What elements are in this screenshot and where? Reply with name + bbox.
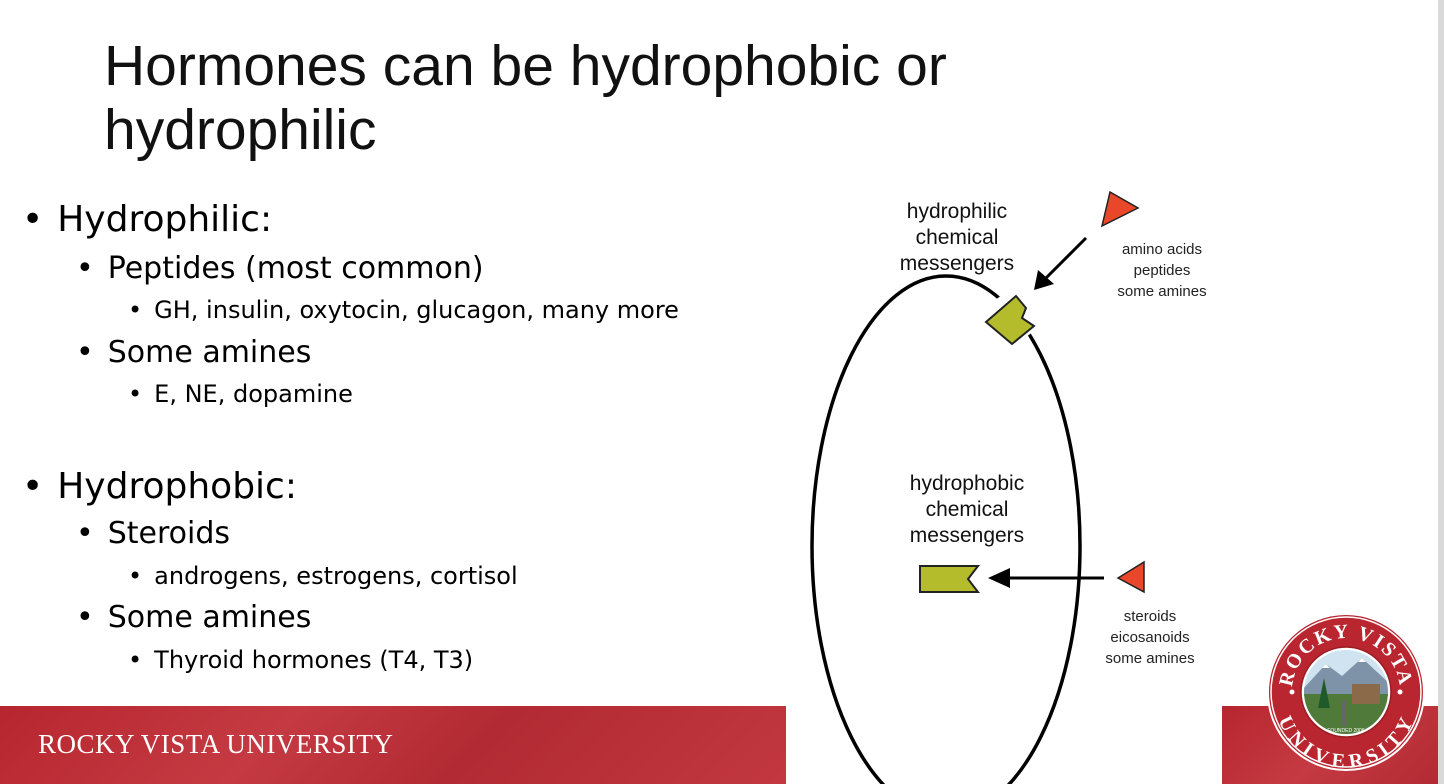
seal-founded-text: FOUNDED 2006 xyxy=(1327,728,1364,734)
university-seal-icon: ROCKY VISTA UNIVERSITY FOUNDED 2006 xyxy=(1267,613,1425,772)
hydrophilic-arrowhead-icon xyxy=(1034,270,1054,290)
cell-diagram: hydrophilic chemical messengers hydropho… xyxy=(810,190,1207,784)
footer-band xyxy=(0,706,786,784)
bullet-amine-examples-hydrophilic: • E, NE, dopamine xyxy=(128,380,353,408)
hydrophilic-label-line2: chemical xyxy=(916,226,999,249)
hydrophilic-label-line3: messengers xyxy=(900,252,1014,275)
hydrophobic-label-line1: hydrophobic xyxy=(910,472,1024,495)
slide-edge xyxy=(1438,0,1444,784)
bullet-peptides: • Peptides (most common) xyxy=(76,251,484,286)
footer-university-name: ROCKY VISTA UNIVERSITY xyxy=(38,729,394,759)
bullet-hydrophilic-label: Hydrophilic: xyxy=(57,199,273,240)
title-line-1: Hormones can be hydrophobic or xyxy=(104,34,947,98)
bullet-peptides-label: Peptides (most common) xyxy=(107,251,484,286)
hydrophobic-arrowhead-icon xyxy=(988,568,1010,588)
hydrophilic-messenger-icon xyxy=(1100,190,1140,228)
hydrophilic-example-3: some amines xyxy=(1117,283,1206,300)
bullet-steroids: • Steroids xyxy=(76,516,231,551)
bullet-peptide-examples-label: GH, insulin, oxytocin, glucagon, many mo… xyxy=(154,296,679,324)
cell-membrane xyxy=(810,274,1082,784)
title-line-2: hydrophilic xyxy=(104,98,377,162)
bullet-amine-examples-hydrophobic-label: Thyroid hormones (T4, T3) xyxy=(154,646,474,674)
hydrophobic-label-line2: chemical xyxy=(926,498,1009,521)
bullet-hydrophilic: • Hydrophilic: xyxy=(22,199,273,240)
hydrophobic-label-line3: messengers xyxy=(910,524,1024,547)
bullet-some-amines-hydrophobic: • Some amines xyxy=(76,600,312,635)
bullet-hydrophobic: • Hydrophobic: xyxy=(22,466,297,507)
bullet-some-amines-hydrophilic: • Some amines xyxy=(76,335,312,370)
bullet-amine-examples-hydrophilic-label: E, NE, dopamine xyxy=(154,380,353,408)
bullet-hydrophobic-label: Hydrophobic: xyxy=(57,466,297,507)
hydrophobic-example-3: some amines xyxy=(1105,650,1194,667)
bullet-peptide-examples: • GH, insulin, oxytocin, glucagon, many m… xyxy=(128,296,679,324)
hydrophilic-example-2: peptides xyxy=(1134,262,1191,279)
bullet-some-amines-hydrophilic-label: Some amines xyxy=(107,335,312,370)
hydrophobic-example-1: steroids xyxy=(1124,608,1177,625)
hydrophobic-messenger-icon xyxy=(1116,560,1145,594)
hydrophilic-arrow-line xyxy=(1042,236,1088,282)
bullet-steroid-examples-label: androgens, estrogens, cortisol xyxy=(154,562,518,590)
slide-title: Hormones can be hydrophobic or hydrophil… xyxy=(104,34,1104,162)
bullet-steroids-label: Steroids xyxy=(107,516,231,551)
hydrophilic-label-line1: hydrophilic xyxy=(907,200,1007,223)
surface-receptor-icon xyxy=(984,294,1036,346)
hydrophobic-example-2: eicosanoids xyxy=(1110,629,1189,646)
hydrophilic-example-1: amino acids xyxy=(1122,241,1202,258)
bullet-some-amines-hydrophobic-label: Some amines xyxy=(107,600,312,635)
bullet-amine-examples-hydrophobic: • Thyroid hormones (T4, T3) xyxy=(128,646,474,674)
intracellular-receptor-icon xyxy=(919,565,981,593)
bullet-steroid-examples: • androgens, estrogens, cortisol xyxy=(128,562,518,590)
